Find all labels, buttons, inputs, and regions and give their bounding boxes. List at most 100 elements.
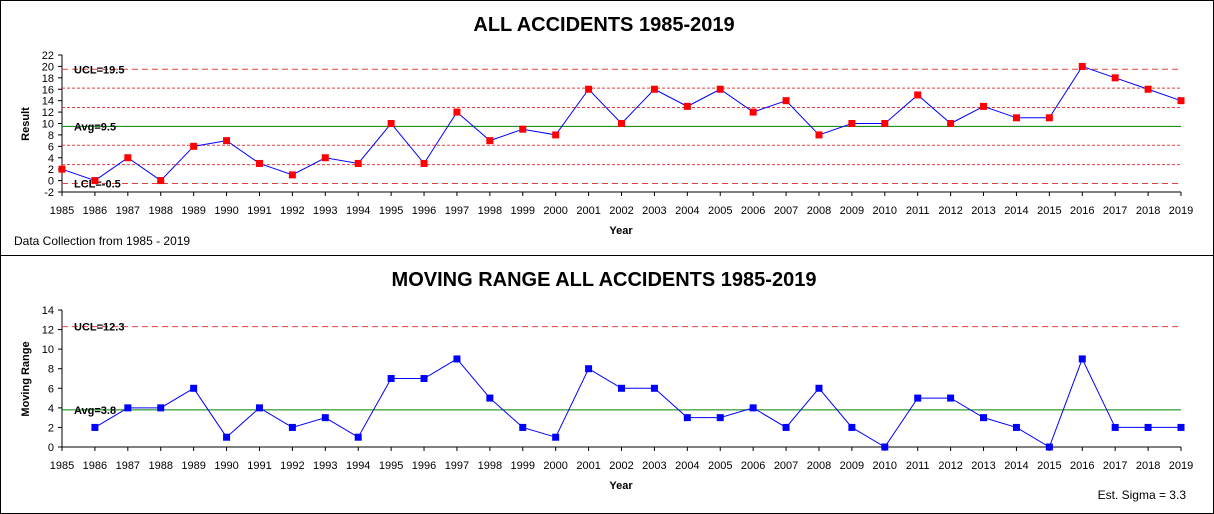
chart-2-x-tick-label: 1996 [412, 460, 436, 472]
chart-2-x-tick-label: 2000 [543, 460, 567, 472]
chart-1-y-tick-label: 16 [42, 84, 54, 96]
chart-2-data-point [223, 433, 231, 441]
chart-1-data-point [585, 85, 593, 93]
chart-2-data-point [157, 404, 165, 412]
chart-2-x-tick-label: 2001 [576, 460, 600, 472]
chart-2-x-tick-label: 2014 [1004, 460, 1028, 472]
chart-2-data-point [683, 414, 691, 422]
chart-1-x-tick-label: 2018 [1136, 205, 1160, 217]
chart-1-x-tick-label: 2009 [840, 205, 864, 217]
chart-2-data-point [321, 414, 329, 422]
chart-1-x-tick-label: 2006 [741, 205, 765, 217]
chart-1-y-tick-label: 0 [48, 176, 54, 188]
chart-2-x-tick-label: 2004 [675, 460, 699, 472]
chart-1-data-point [782, 97, 790, 105]
chart-1-data-point [848, 120, 856, 127]
chart-2-data-point [1012, 423, 1020, 431]
chart-2-data-point [618, 384, 625, 392]
chart-1-y-tick-label: -2 [44, 187, 54, 199]
chart-1-x-tick-label: 1991 [247, 205, 271, 217]
chart-1-x-tick-label: 1994 [346, 205, 370, 217]
chart-1-x-tick-label: 2000 [543, 205, 567, 217]
chart-1-data-point [1144, 85, 1152, 93]
chart-1-data-point [321, 154, 329, 162]
chart-2-y-tick-label: 14 [42, 305, 54, 317]
chart-2-x-tick-label: 1994 [346, 460, 370, 472]
chart-2-x-tick-label: 2015 [1037, 460, 1061, 472]
chart-1-data-point [486, 137, 494, 145]
chart-1-title: ALL ACCIDENTS 1985-2019 [473, 14, 734, 36]
chart-1-data-point [1111, 74, 1119, 82]
chart-1-data-point [980, 102, 988, 110]
chart-2-x-tick-label: 2017 [1103, 460, 1127, 472]
chart-1-x-tick-label: 2010 [873, 205, 897, 217]
chart-1-x-tick-label: 2011 [906, 205, 930, 217]
chart-1-x-tick-label: 1988 [148, 205, 172, 217]
chart-2-data-point [124, 404, 132, 412]
chart-2-y-tick-label: 0 [48, 442, 54, 454]
chart-2-data-point [387, 375, 395, 382]
chart-1-x-tick-label: 2019 [1169, 205, 1193, 217]
chart-1-data-point [716, 85, 724, 93]
chart-2-data-point [91, 423, 99, 431]
chart-1-x-tick-label: 1992 [280, 205, 304, 217]
chart-2-reference-label: UCL=12.3 [74, 322, 124, 334]
chart-2-x-tick-label: 2019 [1169, 460, 1193, 472]
chart-2-x-tick-label: 2002 [609, 460, 633, 472]
chart-2-x-tick-label: 1990 [214, 460, 238, 472]
chart-1-reference-label: LCL=-0.5 [74, 178, 121, 190]
chart-2-data-point [1144, 423, 1152, 431]
chart-2-x-tick-label: 2007 [774, 460, 798, 472]
chart-1-x-tick-label: 1996 [412, 205, 436, 217]
chart-1-data-point [420, 159, 428, 167]
chart-2-data-point [486, 394, 494, 402]
chart-2-x-tick-label: 2011 [906, 460, 930, 472]
chart-1-data-point [683, 102, 691, 110]
chart-1-data-point [914, 91, 922, 99]
chart-1-data-point [1012, 114, 1020, 122]
chart-2-x-tick-label: 2016 [1070, 460, 1094, 472]
chart-2-data-point [420, 375, 428, 382]
chart-2-y-tick-label: 6 [48, 383, 54, 395]
chart-1-x-tick-label: 2003 [642, 205, 666, 217]
chart-2-data-point [1078, 355, 1086, 363]
chart-1-x-tick-label: 1993 [313, 205, 337, 217]
chart-1-y-tick-label: 12 [42, 107, 54, 119]
chart-2-data-point [190, 384, 198, 392]
chart-2-data-point [1045, 443, 1053, 451]
chart-2-data-point [1111, 423, 1119, 431]
chart-1-data-point [190, 142, 198, 150]
chart-2-data-point [914, 394, 922, 402]
chart-2-plot: 0 2 4 6 8 10 12 14 1985 1986 1987 1988 1989 1990 1991 1… [42, 305, 1193, 472]
chart-1-footnote: Data Collection from 1985 - 2019 [14, 234, 190, 248]
chart-1-data-point [453, 108, 461, 116]
chart-1-y-tick-label: 14 [42, 96, 54, 108]
chart-1-data-point [552, 131, 560, 139]
chart-2-x-tick-label: 1999 [511, 460, 535, 472]
chart-1-data-point [255, 159, 263, 167]
chart-1-x-tick-label: 2005 [708, 205, 732, 217]
chart-2-y-axis-label: Moving Range [20, 341, 32, 416]
chart-2-y-tick-label: 10 [42, 344, 54, 356]
chart-2-data-point [650, 384, 658, 392]
chart-2-data-point [288, 423, 296, 431]
chart-1-data-point [519, 125, 527, 133]
chart-2-x-axis-label: Year [609, 480, 633, 492]
chart-1-data-point [1078, 62, 1086, 70]
chart-1-y-tick-label: 20 [42, 61, 54, 73]
chart-1-x-tick-label: 1999 [511, 205, 535, 217]
chart-1-data-point [91, 177, 99, 185]
chart-2-x-tick-label: 1992 [280, 460, 304, 472]
chart-2-data-point [782, 423, 790, 431]
chart-1-data-point [650, 85, 658, 93]
chart-2-x-tick-label: 1993 [313, 460, 337, 472]
chart-2-data-point [519, 423, 527, 431]
chart-2-data-point [552, 433, 560, 441]
chart-1-x-tick-label: 2013 [971, 205, 995, 217]
chart-1-data-point [124, 154, 132, 162]
chart-1-data-point [223, 137, 231, 145]
chart-1-data-point [881, 120, 889, 127]
chart-2-x-tick-label: 1989 [181, 460, 205, 472]
